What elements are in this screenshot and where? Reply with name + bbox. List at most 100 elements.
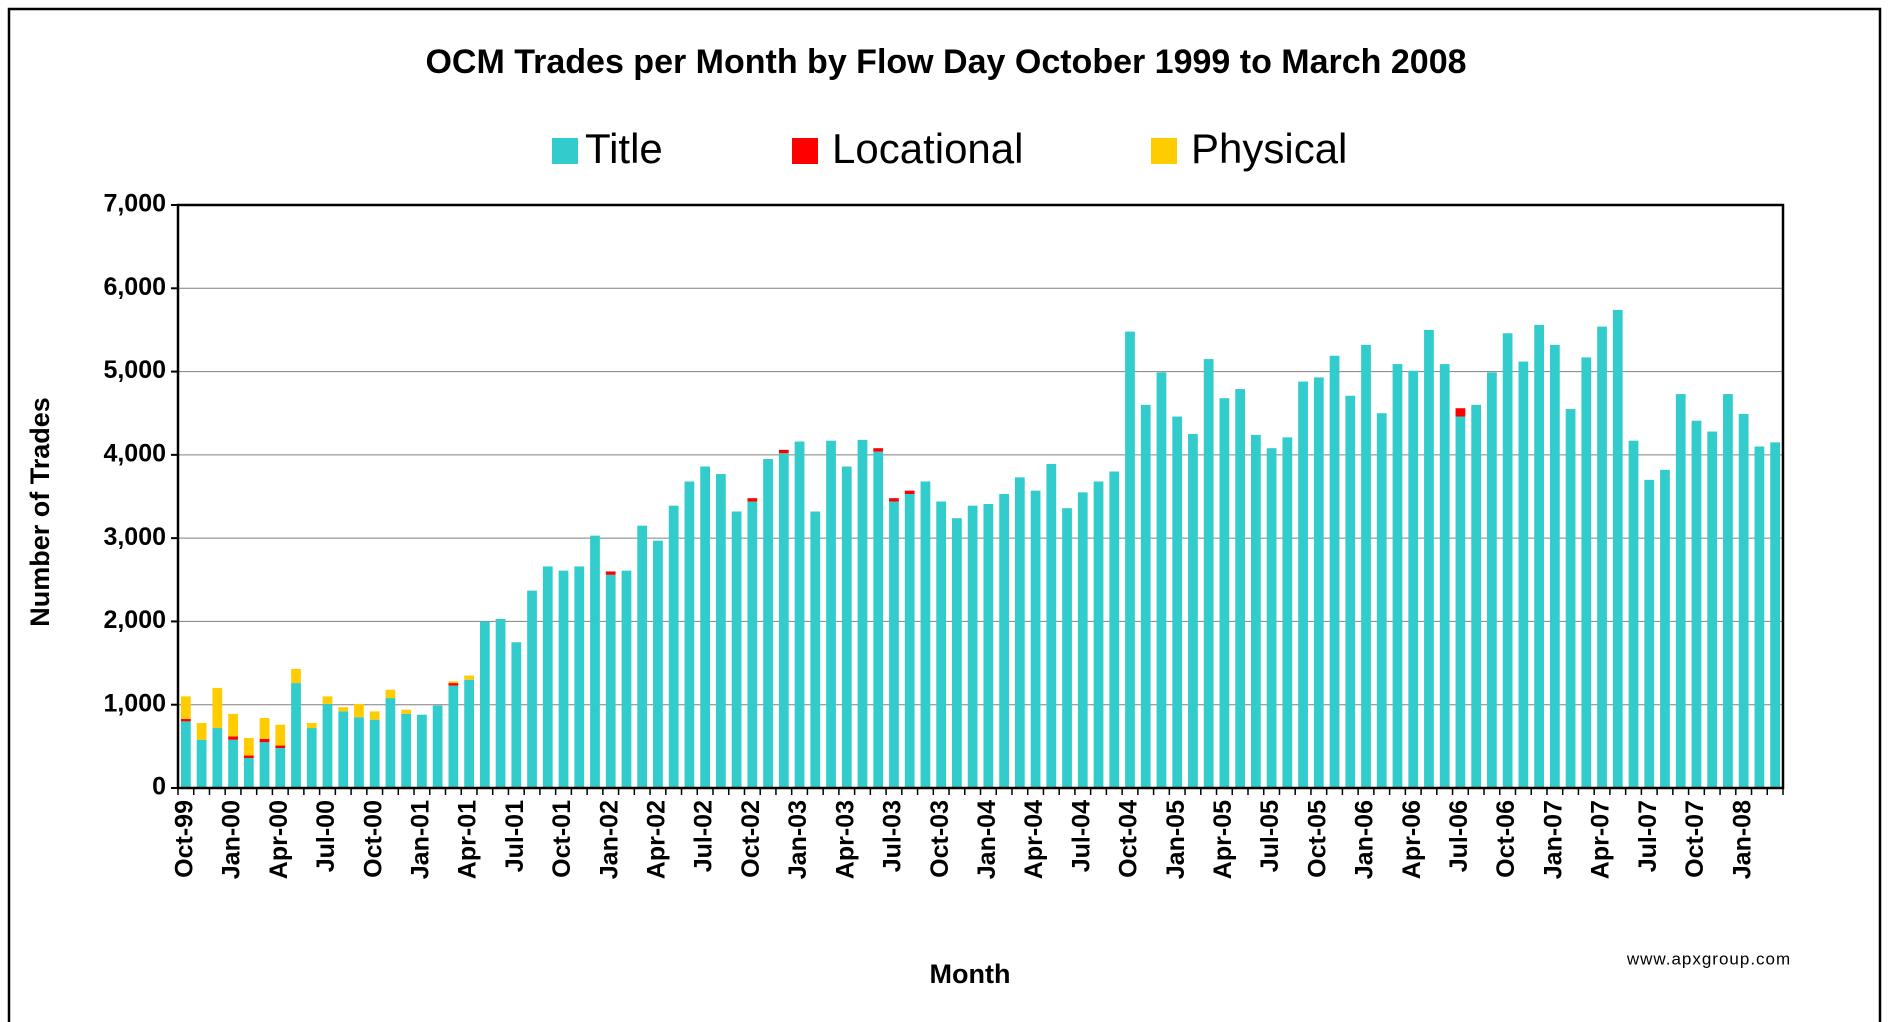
bar-segment (212, 728, 223, 788)
bar-segment (243, 755, 254, 759)
x-tick-label: Oct-05 (1303, 800, 1331, 878)
bar-segment (1266, 448, 1277, 788)
bar-segment (1156, 372, 1167, 788)
bar-segment (448, 683, 459, 686)
y-tick-label: 1,000 (103, 689, 166, 717)
x-tick-label: Jul-00 (312, 800, 340, 872)
bar-segment (605, 574, 616, 788)
bar-segment (668, 505, 679, 788)
y-axis-title: Number of Trades (25, 397, 55, 627)
bar-segment (1219, 398, 1230, 788)
x-tick-label: Jan-02 (595, 800, 623, 879)
bar-segment (1707, 431, 1718, 788)
x-tick-label: Apr-01 (454, 800, 482, 879)
x-tick-label: Jan-07 (1539, 800, 1567, 879)
bar-segment (574, 566, 585, 788)
bar-segment (763, 459, 773, 788)
bar-segment (401, 709, 412, 714)
x-tick-label: Oct-00 (359, 800, 387, 878)
bar-segment (1612, 309, 1623, 788)
bar-segment (810, 511, 821, 788)
legend-label: Locational (832, 125, 1023, 172)
x-tick-label: Oct-07 (1681, 800, 1709, 878)
x-tick-label: Jan-04 (973, 800, 1001, 879)
bar-segment (889, 498, 899, 502)
bar-segment (291, 668, 301, 684)
bar-segment (605, 571, 616, 575)
bar-segment (464, 679, 474, 788)
bar-segment (338, 707, 349, 712)
bar-segment (401, 713, 412, 788)
bar-segment (747, 501, 758, 788)
bar-segment (621, 570, 632, 788)
y-tick-label: 2,000 (103, 606, 166, 634)
bar-segment (1644, 479, 1655, 788)
y-tick-label: 4,000 (103, 439, 166, 467)
bar-segment (1361, 344, 1371, 788)
bar-segment (1628, 440, 1639, 788)
legend-swatch (552, 138, 578, 164)
x-tick-label: Jan-03 (784, 800, 812, 879)
bar-segment (212, 688, 223, 729)
bar-segment (637, 525, 648, 788)
bar-segment (700, 466, 711, 788)
x-tick-label: Apr-06 (1398, 800, 1426, 879)
bar-segment (684, 481, 695, 788)
bar-segment (983, 503, 994, 788)
bar-segment (1691, 420, 1702, 788)
bar-segment (1408, 370, 1419, 788)
bar-segment (1203, 359, 1214, 788)
bar-segment (1109, 471, 1120, 788)
y-tick-label: 6,000 (103, 273, 166, 301)
x-axis-title: Month (930, 959, 1011, 989)
bar-segment (275, 745, 286, 749)
bar-segment (322, 703, 333, 788)
bar-segment (857, 439, 868, 788)
bar-segment (1471, 404, 1482, 788)
bar-segment (1046, 464, 1057, 788)
bar-segment (952, 518, 962, 788)
bar-segment (889, 501, 899, 788)
bar-segment (1723, 394, 1733, 788)
x-tick-label: Jan-06 (1351, 800, 1379, 879)
bar-segment (306, 728, 317, 788)
plot-area (178, 205, 1783, 788)
bar-segment (354, 703, 364, 718)
bar-segment (322, 696, 333, 704)
bar-segment (1597, 326, 1607, 788)
x-tick-label: Jan-08 (1728, 800, 1756, 879)
bar-segment (1392, 364, 1403, 788)
x-tick-label: Apr-03 (831, 800, 859, 879)
bar-segment (1439, 364, 1450, 788)
x-tick-label: Jul-05 (1256, 800, 1284, 872)
bar-segment (1455, 416, 1466, 788)
x-tick-label: Oct-04 (1115, 800, 1143, 878)
bar-segment (527, 590, 537, 788)
x-tick-label: Jul-04 (1067, 800, 1095, 872)
y-tick-label: 3,000 (103, 523, 166, 551)
x-tick-label: Jul-03 (879, 800, 907, 872)
x-tick-label: Jul-07 (1634, 800, 1662, 872)
bar-segment (1235, 389, 1246, 788)
x-tick-label: Apr-00 (265, 800, 293, 879)
bar-segment (873, 451, 884, 788)
bar-segment (794, 441, 805, 788)
legend-label: Title (585, 125, 663, 172)
bar-segment (1014, 477, 1025, 788)
bar-segment (873, 448, 884, 452)
bar-segment (259, 742, 270, 788)
y-tick-label: 0 (152, 773, 166, 801)
legend-swatch (792, 138, 818, 164)
bar-segment (432, 705, 443, 788)
bar-segment (1140, 404, 1151, 788)
bar-segment (275, 748, 286, 788)
bar-segment (542, 566, 553, 788)
x-tick-label: Jan-01 (407, 800, 435, 879)
x-tick-label: Apr-07 (1587, 800, 1615, 879)
bar-segment (243, 738, 254, 756)
bar-segment (826, 440, 836, 788)
chart-title: OCM Trades per Month by Flow Day October… (425, 43, 1466, 81)
bar-segment (1738, 414, 1749, 788)
bar-segment (558, 570, 569, 788)
